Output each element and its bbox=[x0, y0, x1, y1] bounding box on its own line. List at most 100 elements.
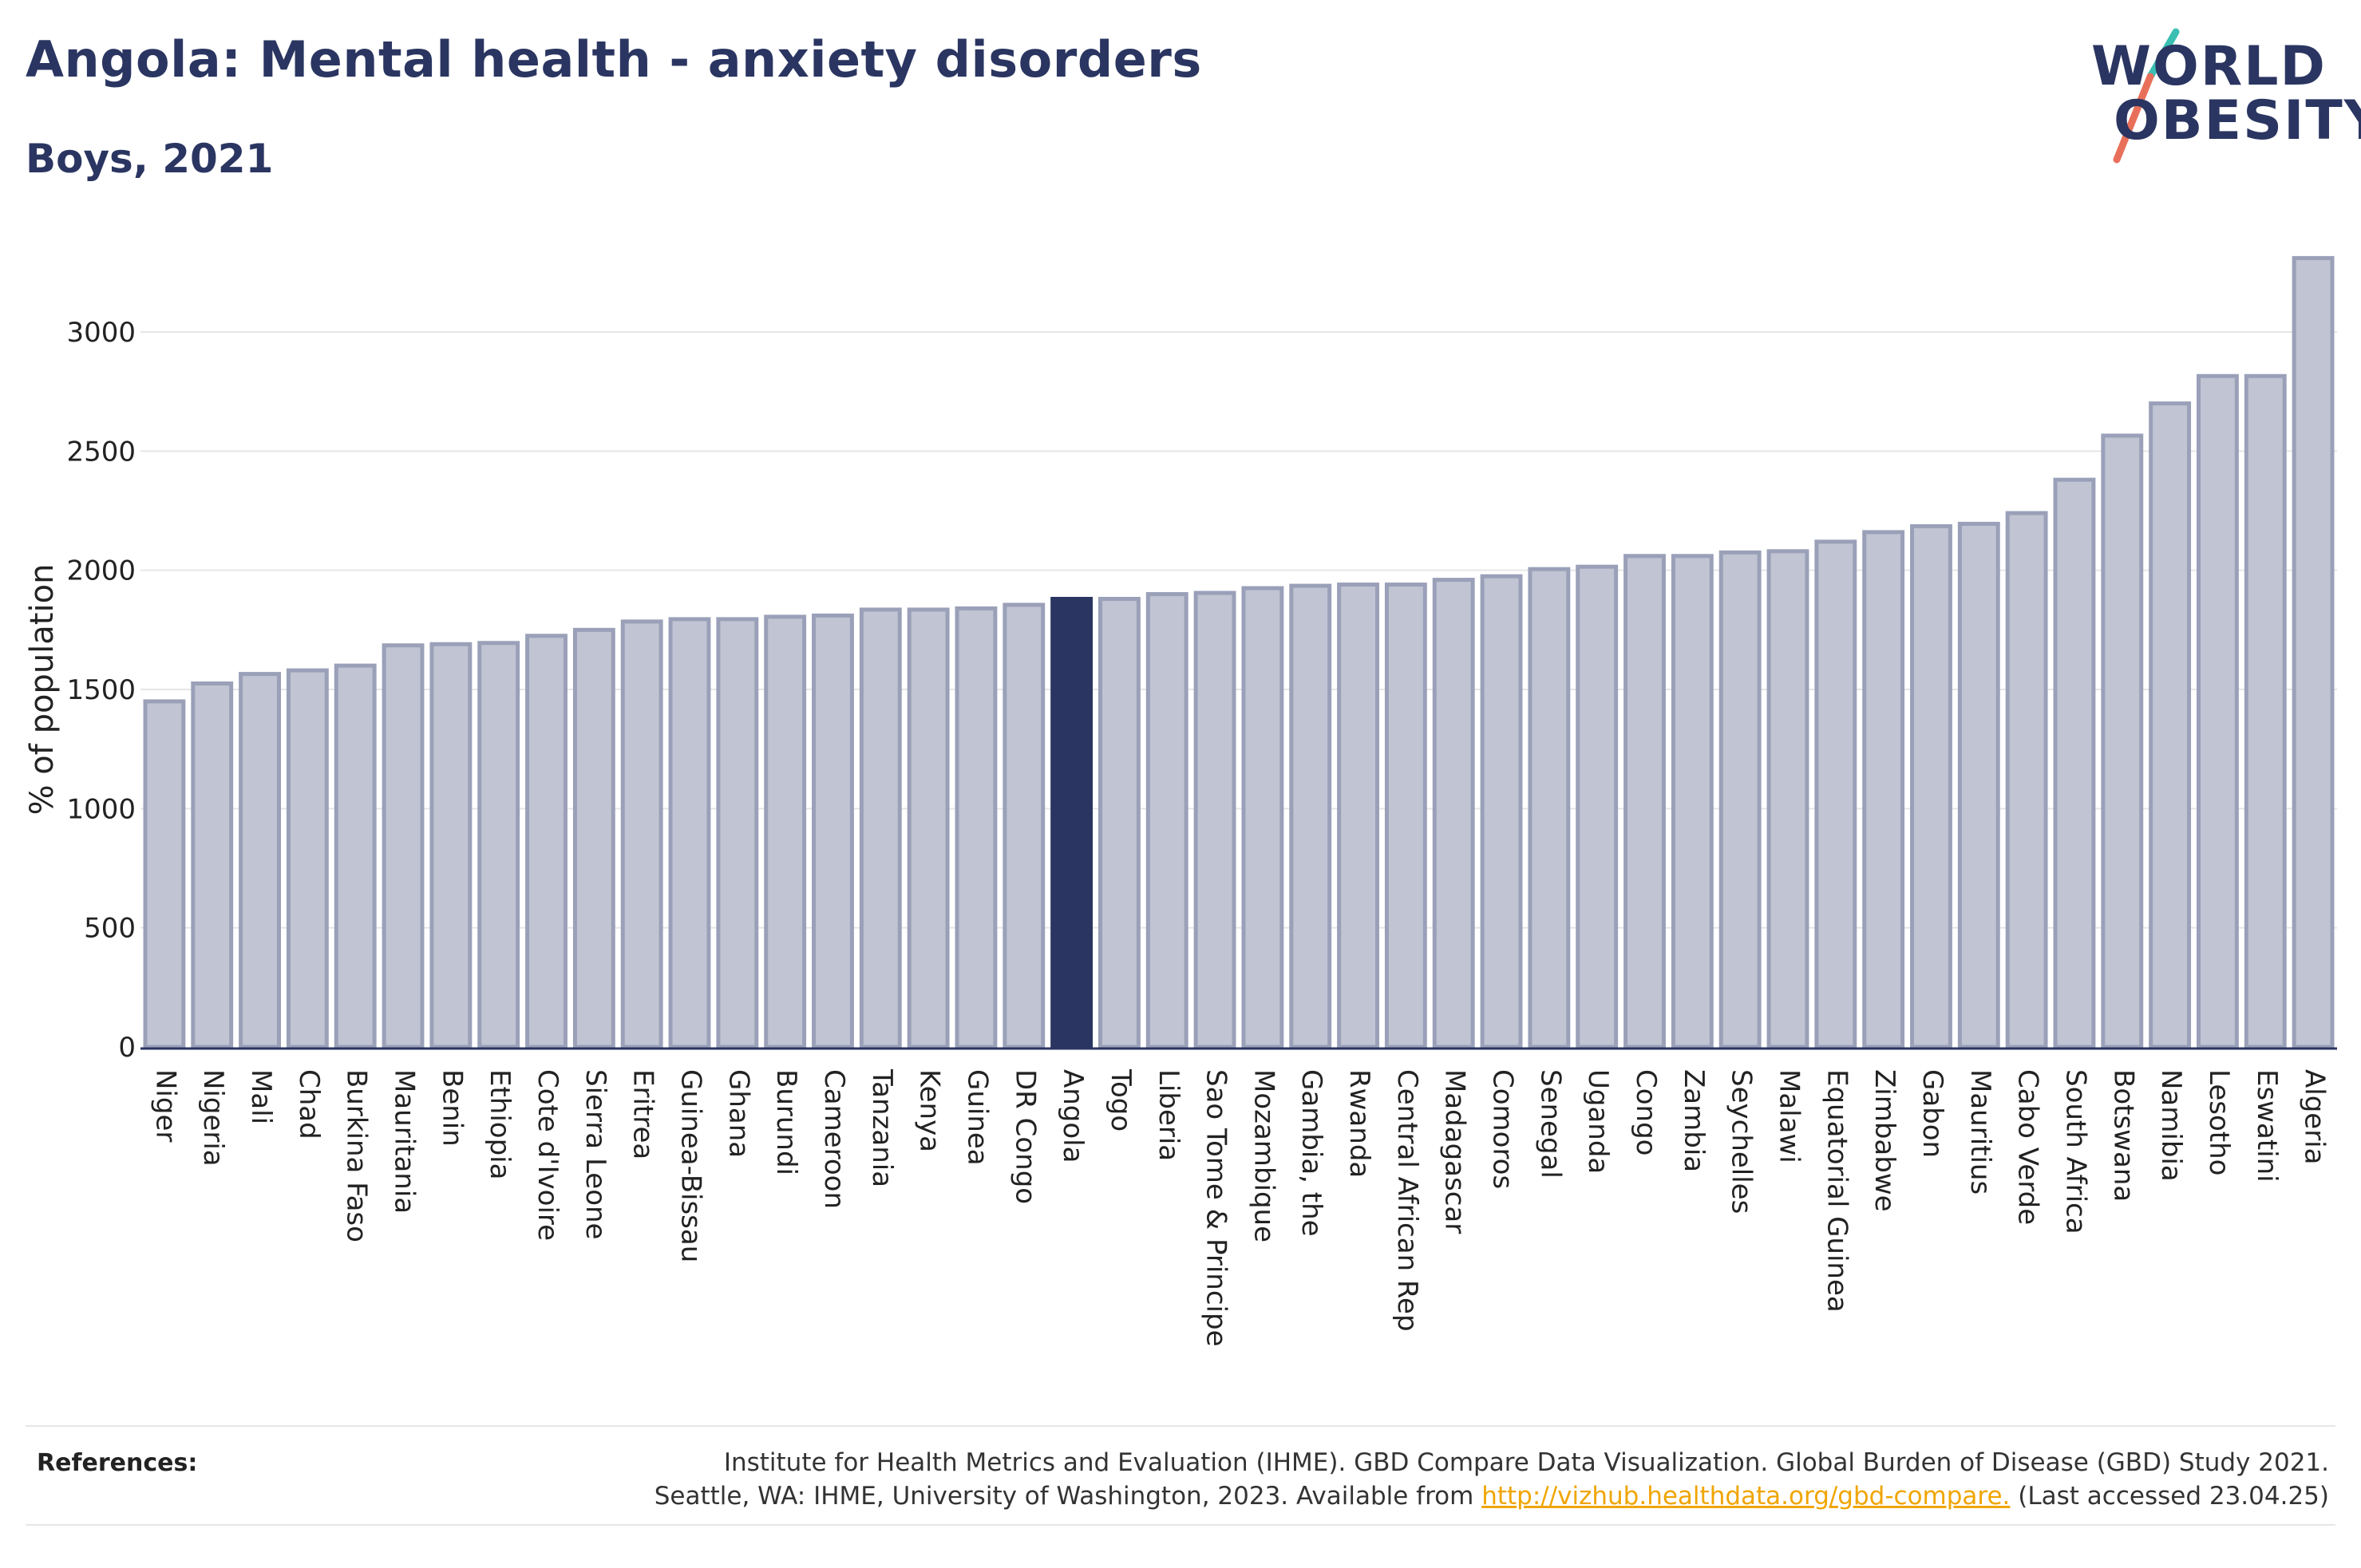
bar bbox=[1145, 592, 1188, 1049]
world-obesity-logo: WORLD OBESITY bbox=[2075, 24, 2361, 176]
x-tick-label: Seychelles bbox=[1726, 1069, 1758, 1214]
logo-word-obesity: OBESITY bbox=[2114, 89, 2361, 152]
x-tick-label: Nigeria bbox=[197, 1069, 229, 1167]
x-tick-label: Gambia, the bbox=[1295, 1069, 1327, 1237]
x-tick-label: Sierra Leone bbox=[579, 1069, 611, 1239]
y-tick-label: 1500 bbox=[66, 674, 136, 706]
x-tick-label: Congo bbox=[1630, 1069, 1662, 1155]
bar bbox=[1050, 597, 1093, 1049]
x-tick-label: Togo bbox=[1105, 1068, 1137, 1132]
x-tick-label: Cabo Verde bbox=[2012, 1069, 2044, 1225]
x-tick-label: Comoros bbox=[1487, 1069, 1519, 1189]
bar bbox=[812, 613, 854, 1049]
x-tick-label: Ethiopia bbox=[484, 1069, 516, 1179]
x-tick-label: Liberia bbox=[1153, 1069, 1184, 1161]
bar bbox=[2005, 511, 2048, 1049]
chart-title: Angola: Mental health - anxiety disorder… bbox=[26, 30, 1202, 89]
x-tick-label: Lesotho bbox=[2203, 1069, 2235, 1175]
bar bbox=[907, 607, 950, 1049]
bar bbox=[334, 663, 377, 1049]
bar bbox=[572, 627, 615, 1049]
x-tick-label: Madagascar bbox=[1439, 1069, 1471, 1234]
bar bbox=[1003, 602, 1046, 1049]
bar bbox=[1623, 554, 1666, 1049]
x-tick-label: Sao Tome & Principe bbox=[1200, 1069, 1232, 1347]
y-axis-title: % of population bbox=[24, 564, 61, 816]
reference-line-2-start: Seattle, WA: IHME, University of Washing… bbox=[654, 1482, 1482, 1511]
x-tick-label: Ghana bbox=[722, 1069, 754, 1158]
x-tick-label: Cameroon bbox=[818, 1069, 850, 1209]
footer-divider-top bbox=[26, 1425, 2335, 1427]
bar bbox=[1193, 590, 1236, 1049]
y-tick-label: 0 bbox=[118, 1032, 136, 1064]
bar bbox=[1910, 523, 1952, 1049]
bar bbox=[716, 617, 759, 1049]
bar bbox=[143, 699, 186, 1049]
chart-subtitle: Boys, 2021 bbox=[26, 136, 274, 182]
bar bbox=[2197, 373, 2239, 1049]
x-tick-label: Algeria bbox=[2299, 1069, 2331, 1164]
bar bbox=[429, 642, 473, 1049]
bar bbox=[382, 643, 425, 1049]
y-tick-label: 2000 bbox=[66, 555, 136, 587]
bar bbox=[2053, 477, 2096, 1049]
x-tick-label: Niger bbox=[149, 1069, 181, 1142]
x-tick-label: Zimbabwe bbox=[1869, 1069, 1900, 1212]
x-tick-label: Rwanda bbox=[1343, 1069, 1375, 1178]
x-tick-label: Angola bbox=[1057, 1069, 1089, 1163]
reference-link[interactable]: http://vizhub.healthdata.org/gbd-compare… bbox=[1481, 1482, 2011, 1511]
bar bbox=[859, 607, 902, 1049]
bar bbox=[1241, 586, 1284, 1049]
bar bbox=[1718, 550, 1762, 1049]
x-tick-label: Central African Rep bbox=[1391, 1069, 1423, 1332]
bar bbox=[1480, 574, 1523, 1049]
bar bbox=[1576, 564, 1619, 1049]
bar bbox=[1384, 583, 1427, 1049]
bar bbox=[955, 606, 998, 1049]
bar bbox=[2292, 255, 2335, 1049]
x-tick-label: Eswatini bbox=[2251, 1069, 2283, 1183]
x-tick-label: Kenya bbox=[914, 1069, 946, 1152]
bar bbox=[1528, 567, 1571, 1049]
bar-chart: 0 500 1000 1500 2000 2500 3000 Niger Nigeria Mali… bbox=[24, 255, 2337, 1347]
x-tick-label: Mali bbox=[245, 1069, 277, 1124]
x-tick-label: DR Congo bbox=[1009, 1069, 1041, 1204]
bar bbox=[477, 641, 520, 1049]
x-tick-label: Mauritania bbox=[389, 1069, 421, 1214]
x-tick-label: Burundi bbox=[770, 1069, 802, 1175]
bar bbox=[2244, 373, 2287, 1049]
x-tick-label: Malawi bbox=[1774, 1069, 1805, 1163]
x-tick-label: Senegal bbox=[1534, 1069, 1566, 1179]
x-tick-label: Mauritius bbox=[1964, 1069, 1996, 1195]
bar bbox=[1766, 549, 1809, 1049]
reference-line-1: Institute for Health Metrics and Evaluat… bbox=[723, 1448, 2329, 1477]
references-label: References: bbox=[37, 1449, 198, 1477]
x-tick-label: Mozambique bbox=[1248, 1069, 1279, 1242]
bar bbox=[2101, 433, 2144, 1049]
bar bbox=[1814, 539, 1857, 1049]
y-tick-label: 500 bbox=[84, 913, 136, 945]
x-tick-label: Namibia bbox=[2155, 1069, 2187, 1182]
bar bbox=[525, 634, 568, 1049]
x-tick-label: Guinea-Bissau bbox=[675, 1069, 707, 1262]
bar bbox=[1289, 583, 1332, 1049]
x-tick-label: Eritrea bbox=[627, 1069, 659, 1159]
bar bbox=[764, 614, 807, 1049]
x-tick-label: Tanzania bbox=[866, 1068, 898, 1187]
bar bbox=[191, 681, 234, 1049]
bar bbox=[1337, 583, 1379, 1049]
bar bbox=[620, 619, 663, 1049]
x-tick-label: Guinea bbox=[961, 1069, 993, 1166]
footer-divider-bottom bbox=[26, 1524, 2335, 1526]
x-tick-label: Gabon bbox=[1916, 1069, 1948, 1158]
y-tick-label: 2500 bbox=[66, 436, 136, 468]
logo-word-world: WORLD bbox=[2091, 35, 2327, 98]
x-tick-label: South Africa bbox=[2059, 1069, 2091, 1234]
bar bbox=[286, 668, 329, 1049]
references-text: Institute for Health Metrics and Evaluat… bbox=[655, 1446, 2329, 1513]
x-tick-label: Uganda bbox=[1582, 1069, 1614, 1174]
x-tick-label: Cote d'Ivoire bbox=[532, 1069, 564, 1241]
y-tick-label: 3000 bbox=[66, 317, 136, 349]
x-tick-label: Zambia bbox=[1678, 1069, 1710, 1172]
bar bbox=[1671, 554, 1714, 1049]
